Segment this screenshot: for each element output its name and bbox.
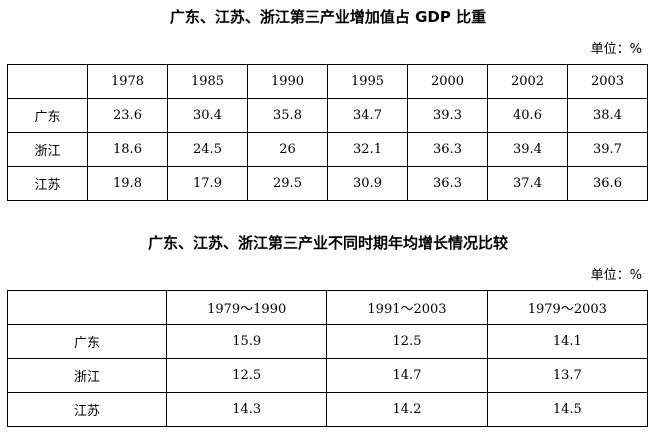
header-cell: 1978 (87, 64, 168, 99)
value-cell: 35.8 (247, 98, 328, 133)
header-cell: 1991～2003 (326, 290, 488, 325)
header-cell: 2003 (567, 64, 648, 99)
value-cell: 14.7 (326, 358, 488, 393)
value-cell: 40.6 (487, 98, 568, 133)
table-row: 广东 23.6 30.4 35.8 34.7 39.3 40.6 38.4 (7, 98, 648, 133)
row-label: 广东 (7, 98, 88, 133)
header-cell: 2000 (407, 64, 488, 99)
header-cell: 1979～2003 (486, 290, 649, 325)
table-header-row: 1978 1985 1990 1995 2000 2002 2003 (7, 64, 648, 99)
value-cell: 32.1 (327, 132, 408, 167)
table-row: 浙江 12.5 14.7 13.7 (7, 358, 649, 393)
growth-rate-table: 1979～1990 1991～2003 1979～2003 广东 15.9 12… (7, 290, 649, 427)
row-label: 江苏 (7, 166, 88, 201)
header-cell: 1995 (327, 64, 408, 99)
value-cell: 13.7 (486, 358, 649, 393)
value-cell: 14.2 (326, 392, 488, 427)
value-cell: 38.4 (567, 98, 648, 133)
table2-title: 广东、江苏、浙江第三产业不同时期年均增长情况比较 (147, 234, 508, 252)
value-cell: 29.5 (247, 166, 328, 201)
value-cell: 23.6 (87, 98, 168, 133)
value-cell: 19.8 (87, 166, 168, 201)
table1-title: 广东、江苏、浙江第三产业增加值占 GDP 比重 (169, 8, 487, 26)
row-label: 浙江 (7, 358, 167, 393)
value-cell: 39.7 (567, 132, 648, 167)
table-header-row: 1979～1990 1991～2003 1979～2003 (7, 290, 649, 325)
header-cell: 1985 (167, 64, 248, 99)
table2-unit: 单位：% (590, 268, 642, 283)
value-cell: 36.6 (567, 166, 648, 201)
table-row: 江苏 19.8 17.9 29.5 30.9 36.3 37.4 36.6 (7, 166, 648, 201)
value-cell: 26 (247, 132, 328, 167)
value-cell: 24.5 (167, 132, 248, 167)
header-cell: 2002 (487, 64, 568, 99)
table-row: 广东 15.9 12.5 14.1 (7, 324, 649, 359)
value-cell: 14.1 (486, 324, 649, 359)
value-cell: 12.5 (326, 324, 488, 359)
row-label: 浙江 (7, 132, 88, 167)
value-cell: 30.9 (327, 166, 408, 201)
value-cell: 39.4 (487, 132, 568, 167)
table1-unit: 单位：% (590, 42, 642, 57)
value-cell: 15.9 (165, 324, 328, 359)
value-cell: 12.5 (165, 358, 328, 393)
header-cell (7, 64, 88, 99)
table-row: 浙江 18.6 24.5 26 32.1 36.3 39.4 39.7 (7, 132, 648, 167)
gdp-share-table: 1978 1985 1990 1995 2000 2002 2003 广东 23… (7, 64, 648, 201)
value-cell: 36.3 (407, 132, 488, 167)
value-cell: 36.3 (407, 166, 488, 201)
value-cell: 37.4 (487, 166, 568, 201)
row-label: 广东 (7, 324, 167, 359)
value-cell: 34.7 (327, 98, 408, 133)
value-cell: 39.3 (407, 98, 488, 133)
value-cell: 17.9 (167, 166, 248, 201)
header-cell (7, 290, 167, 325)
value-cell: 18.6 (87, 132, 168, 167)
table-row: 江苏 14.3 14.2 14.5 (7, 392, 649, 427)
row-label: 江苏 (7, 392, 167, 427)
header-cell: 1979～1990 (165, 290, 328, 325)
value-cell: 14.3 (165, 392, 328, 427)
header-cell: 1990 (247, 64, 328, 99)
value-cell: 14.5 (486, 392, 649, 427)
value-cell: 30.4 (167, 98, 248, 133)
